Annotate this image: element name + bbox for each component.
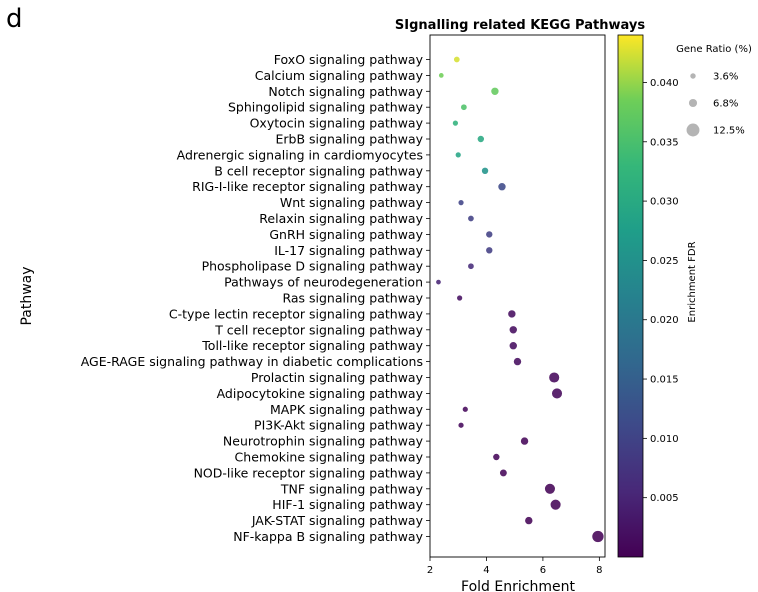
y-tick-label: Neurotrophin signaling pathway (223, 434, 424, 449)
legend-title: Gene Ratio (%) (676, 44, 752, 55)
size-legend: Gene Ratio (%) 3.6% 6.8% 12.5% (676, 44, 752, 137)
data-point (457, 421, 465, 429)
y-tick-label: MAPK signaling pathway (270, 402, 424, 417)
colorbar-label: Enrichment FDR (687, 241, 698, 322)
legend-label: 3.6% (713, 72, 738, 83)
legend-marker (688, 98, 698, 108)
data-point (467, 214, 475, 223)
y-tick-label: C-type lectin receptor signaling pathway (169, 306, 424, 321)
y-tick-label: JAK-STAT signaling pathway (251, 513, 424, 528)
legend-label: 12.5% (713, 126, 745, 137)
data-points (435, 55, 605, 543)
y-tick-label: Toll-like receptor signaling pathway (201, 338, 423, 353)
y-tick-label: Adrenergic signaling in cardiomyocytes (177, 147, 423, 162)
y-tick-label: FoxO signaling pathway (274, 52, 424, 67)
y-tick-label: Calcium signaling pathway (255, 68, 424, 83)
colorbar-tick-label: 0.020 (650, 315, 679, 326)
plot-frame (429, 34, 606, 558)
legend-label: 6.8% (713, 99, 738, 110)
data-point (549, 498, 562, 511)
y-tick-label: TNF signaling pathway (280, 481, 424, 496)
y-tick-label: AGE-RAGE signaling pathway in diabetic c… (81, 354, 423, 369)
y-tick-label: GnRH signaling pathway (269, 227, 423, 242)
x-tick-label: 4 (483, 565, 489, 576)
y-tick-label: NOD-like receptor signaling pathway (194, 465, 424, 480)
colorbar-tick-label: 0.030 (650, 197, 679, 208)
data-point (485, 230, 494, 239)
y-tick-label: Chemokine signaling pathway (235, 450, 424, 465)
data-point (544, 483, 556, 495)
data-point (460, 103, 468, 111)
y-tick-label: IL-17 signaling pathway (274, 243, 423, 258)
data-point (513, 357, 522, 367)
x-axis: 2 4 6 8 (427, 557, 603, 576)
y-tick-label: RIG-I-like receptor signaling pathway (192, 179, 423, 194)
colorbar-tick-label: 0.035 (650, 137, 679, 148)
y-tick-label: Oxytocin signaling pathway (250, 116, 424, 131)
y-tick-label: PI3K-Akt signaling pathway (254, 418, 424, 433)
x-axis-label: Fold Enrichment (461, 579, 575, 592)
y-axis-label: Pathway (19, 266, 35, 325)
data-point (524, 516, 534, 526)
colorbar-tick-label: 0.025 (650, 256, 679, 267)
x-tick-label: 8 (596, 565, 602, 576)
data-point (520, 436, 529, 446)
y-tick-label: Relaxin signaling pathway (259, 211, 423, 226)
panel-letter: d (6, 4, 23, 34)
y-tick-label: T cell receptor signaling pathway (214, 322, 423, 337)
data-point (485, 246, 494, 255)
data-point (499, 468, 508, 478)
colorbar-tick-label: 0.015 (650, 375, 679, 386)
data-point (490, 86, 500, 96)
x-tick-label: 6 (540, 565, 546, 576)
data-point (492, 453, 501, 461)
y-tick-label: HIF-1 signaling pathway (272, 497, 423, 512)
data-point (435, 279, 442, 286)
y-tick-label: Pathways of neurodegeneration (224, 275, 423, 290)
data-point (497, 182, 507, 192)
data-point (548, 371, 560, 384)
data-point (481, 166, 489, 175)
data-point (508, 325, 518, 335)
data-point (457, 199, 465, 206)
data-point (591, 530, 605, 543)
data-point (508, 341, 518, 351)
y-tick-label: Adipocytokine signaling pathway (217, 386, 424, 401)
legend-marker (686, 123, 700, 137)
y-tick-label: Prolactin signaling pathway (251, 370, 424, 385)
data-point (476, 135, 485, 143)
colorbar-ticks: 0.005 0.010 0.015 0.020 0.025 0.030 0.035 0.040 (643, 78, 679, 504)
colorbar-tick-label: 0.005 (650, 493, 679, 504)
colorbar: 0.005 0.010 0.015 0.020 0.025 0.030 0.035 0.040… (617, 34, 698, 558)
data-point (467, 262, 475, 270)
data-point (551, 387, 563, 400)
chart-title: SIgnalling related KEGG Pathways (395, 18, 645, 33)
y-tick-label: Wnt signaling pathway (280, 195, 424, 210)
y-tick-label: Ras signaling pathway (282, 291, 423, 306)
y-tick-label: B cell receptor signaling pathway (214, 163, 423, 178)
colorbar-gradient (617, 34, 644, 558)
colorbar-tick-label: 0.040 (650, 78, 679, 89)
data-point (507, 309, 517, 319)
y-tick-label: Notch signaling pathway (268, 84, 423, 99)
x-tick-label: 2 (427, 565, 433, 576)
y-tick-label: Phospholipase D signaling pathway (202, 259, 424, 274)
y-tick-label: ErbB signaling pathway (276, 132, 424, 147)
colorbar-tick-label: 0.010 (650, 434, 679, 445)
data-point (453, 55, 461, 64)
data-point (461, 405, 469, 413)
data-point (456, 294, 463, 302)
data-point (452, 119, 459, 127)
y-tick-label: NF-kappa B signaling pathway (233, 529, 423, 544)
data-point (438, 72, 445, 79)
legend-marker (690, 73, 696, 79)
y-tick-label: Sphingolipid signaling pathway (228, 100, 424, 115)
data-point (454, 151, 462, 159)
